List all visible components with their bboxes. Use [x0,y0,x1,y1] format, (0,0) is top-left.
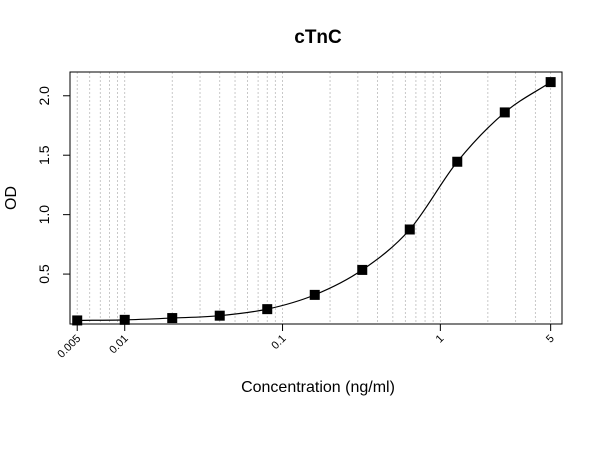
data-point [452,156,463,167]
y-tick-label: 1.0 [36,205,52,225]
grid-lines [76,72,552,324]
data-point [262,304,273,315]
data-point [214,310,225,321]
data-point [72,315,83,326]
fitted-curve [77,81,551,322]
x-tick-label: 0.005 [55,333,83,361]
data-point [309,289,320,300]
data-point [167,313,178,324]
x-tick-label: 1 [434,333,447,346]
x-tick-label: 0.01 [107,333,131,357]
plot-frame [69,71,563,325]
chart-title: cTnC [294,27,342,48]
x-tick-label: 0.1 [269,333,288,352]
y-axis-label: OD [3,186,20,210]
y-tick-label: 0.5 [36,264,52,284]
data-point [499,107,510,118]
data-point [545,77,556,88]
data-point [404,224,415,235]
x-tick-label: 5 [544,333,557,346]
y-tick-label: 1.5 [36,145,52,165]
data-point [119,314,130,325]
data-points [72,77,556,326]
x-axis-label: Concentration (ng/ml) [241,379,395,396]
x-axis: 0.005 0.01 0.1 1 5 [55,324,557,361]
data-point [357,264,368,275]
y-axis: 0.5 1.0 1.5 2.0 [36,86,70,284]
y-tick-label: 2.0 [36,86,52,106]
